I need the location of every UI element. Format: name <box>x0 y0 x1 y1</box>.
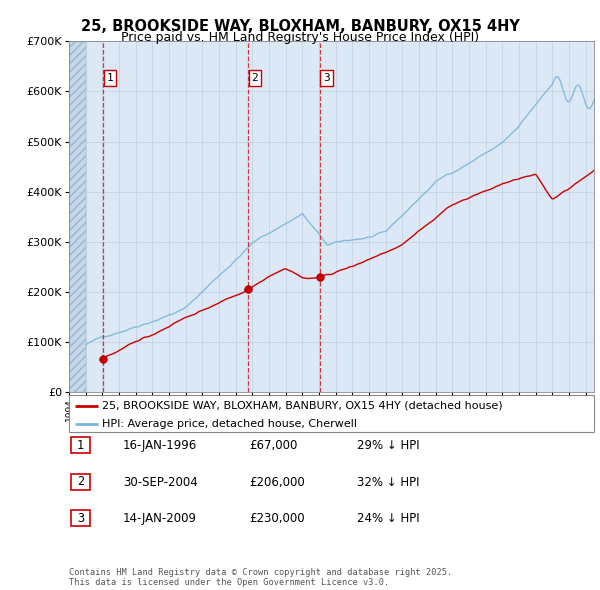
Text: Price paid vs. HM Land Registry's House Price Index (HPI): Price paid vs. HM Land Registry's House … <box>121 31 479 44</box>
Text: 16-JAN-1996: 16-JAN-1996 <box>123 439 197 452</box>
Text: 1: 1 <box>77 438 84 452</box>
Text: HPI: Average price, detached house, Cherwell: HPI: Average price, detached house, Cher… <box>102 419 357 429</box>
Bar <box>71 510 90 526</box>
Text: 25, BROOKSIDE WAY, BLOXHAM, BANBURY, OX15 4HY: 25, BROOKSIDE WAY, BLOXHAM, BANBURY, OX1… <box>80 19 520 34</box>
Text: 30-SEP-2004: 30-SEP-2004 <box>123 476 198 489</box>
Text: 1: 1 <box>106 73 113 83</box>
Bar <box>71 474 90 490</box>
Text: 32% ↓ HPI: 32% ↓ HPI <box>357 476 419 489</box>
Text: £230,000: £230,000 <box>249 512 305 525</box>
Text: £67,000: £67,000 <box>249 439 298 452</box>
Text: 2: 2 <box>251 73 258 83</box>
Text: £206,000: £206,000 <box>249 476 305 489</box>
Text: 25, BROOKSIDE WAY, BLOXHAM, BANBURY, OX15 4HY (detached house): 25, BROOKSIDE WAY, BLOXHAM, BANBURY, OX1… <box>102 401 503 411</box>
Text: 2: 2 <box>77 475 84 489</box>
Text: 3: 3 <box>323 73 330 83</box>
Bar <box>71 437 90 453</box>
Bar <box>69 41 86 392</box>
Text: 14-JAN-2009: 14-JAN-2009 <box>123 512 197 525</box>
Bar <box>69 41 86 392</box>
Text: 3: 3 <box>77 512 84 525</box>
Text: 29% ↓ HPI: 29% ↓ HPI <box>357 439 419 452</box>
Text: 24% ↓ HPI: 24% ↓ HPI <box>357 512 419 525</box>
Text: Contains HM Land Registry data © Crown copyright and database right 2025.
This d: Contains HM Land Registry data © Crown c… <box>69 568 452 587</box>
